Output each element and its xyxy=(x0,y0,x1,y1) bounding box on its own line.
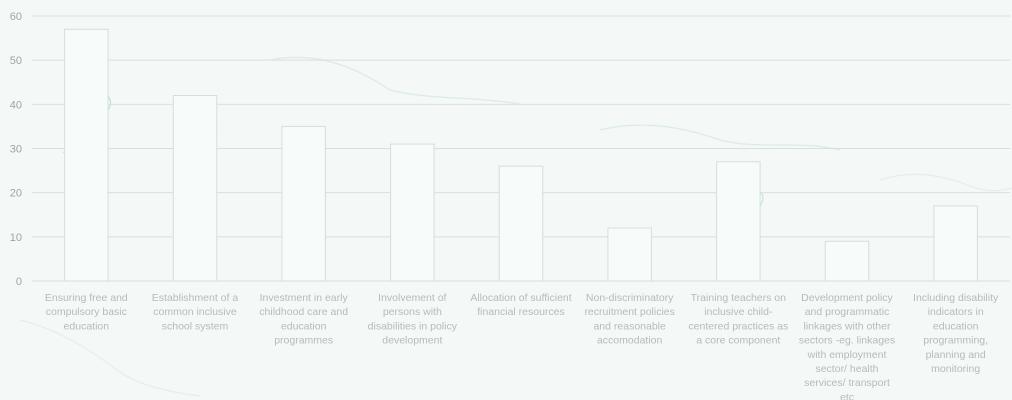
x-category-label-line: recruitment policies xyxy=(584,306,674,318)
map-coastline-5 xyxy=(269,56,521,105)
x-category-label-line: education xyxy=(933,320,979,332)
x-category-label: Investment in early childhood care and edu… xyxy=(259,292,348,347)
x-category-label: Training teachers on inclusive child-cent… xyxy=(688,292,788,347)
x-category-label-line: planning and xyxy=(926,349,986,361)
x-category-label-line: Including disability xyxy=(913,292,999,304)
x-axis-labels: Ensuring free and compulsory basic educati… xyxy=(45,292,999,400)
y-tick-label: 30 xyxy=(10,144,22,156)
x-category-label-line: sector/ health xyxy=(815,363,878,375)
bar xyxy=(933,205,978,282)
x-category-label-line: indicators in xyxy=(928,306,984,318)
x-category-label-line: Non-discriminatory xyxy=(586,292,674,304)
bar xyxy=(498,165,544,282)
x-category-label-line: programming, xyxy=(923,335,988,347)
x-category-label-line: a core component xyxy=(696,335,780,347)
bar xyxy=(716,161,761,282)
map-coastline-6 xyxy=(599,124,841,151)
x-category-label-line: monitoring xyxy=(931,363,980,375)
map-coastline-7 xyxy=(19,319,201,397)
x-category-label-line: with employment xyxy=(807,349,887,361)
x-category-label-line: services/ transport xyxy=(804,377,890,389)
x-category-label-line: etc xyxy=(840,391,854,400)
x-category-label-line: compulsory basic xyxy=(46,306,127,318)
bar xyxy=(281,125,326,282)
x-category-label-line: education xyxy=(64,320,110,332)
x-category-label-line: accomodation xyxy=(597,335,663,347)
y-tick-label: 20 xyxy=(10,188,22,200)
y-axis-ticks: 0 10 20 30 40 50 60 xyxy=(10,11,22,288)
x-category-label-line: development xyxy=(382,335,442,347)
x-category-label-line: childhood care and xyxy=(259,306,348,318)
x-category-label-line: Development policy xyxy=(801,292,893,304)
x-category-label: Development policy and programmatic linkag… xyxy=(799,292,895,400)
x-category-label-line: linkages with other xyxy=(804,320,891,332)
x-category-label-line: sectors -eg. linkages xyxy=(799,335,895,347)
x-category-label-line: financial resources xyxy=(477,306,565,318)
bar xyxy=(824,240,870,282)
y-tick-label: 40 xyxy=(10,99,22,111)
x-category-label-line: inclusive child- xyxy=(704,306,773,318)
x-category-label-line: Investment in early xyxy=(260,292,349,304)
bar xyxy=(607,227,652,282)
x-category-label-line: education xyxy=(281,320,327,332)
x-category-label-line: Establishment of a xyxy=(152,292,239,304)
bar xyxy=(64,28,109,282)
x-category-label: Involvement of persons with disabilities i… xyxy=(368,292,458,347)
y-tick-label: 50 xyxy=(10,55,22,67)
bars xyxy=(64,28,978,282)
bar xyxy=(390,143,435,282)
x-category-label-line: Involvement of xyxy=(378,292,446,304)
x-category-label-line: and programmatic xyxy=(805,306,890,318)
y-tick-label: 0 xyxy=(16,276,22,288)
x-category-label-line: disabilities in policy xyxy=(368,320,458,332)
x-category-label-line: Training teachers on xyxy=(691,292,786,304)
x-category-label: Including disability indicators in educati… xyxy=(913,292,999,375)
x-category-label-line: centered practices as xyxy=(688,320,788,332)
x-category-label-line: Allocation of sufficient xyxy=(470,292,571,304)
x-category-label-line: and reasonable xyxy=(593,320,666,332)
x-category-label-line: school system xyxy=(162,320,229,332)
x-category-label: Ensuring free and compulsory basic educati… xyxy=(45,292,128,332)
y-tick-label: 10 xyxy=(10,232,22,244)
bar xyxy=(172,95,218,282)
x-category-label: Allocation of sufficient financial resour… xyxy=(470,292,571,318)
x-category-label-line: programmes xyxy=(274,335,333,347)
x-category-label-line: common inclusive xyxy=(153,306,237,318)
map-coastline-8 xyxy=(879,173,1012,192)
y-tick-label: 60 xyxy=(10,11,22,23)
x-category-label-line: Ensuring free and xyxy=(45,292,128,304)
x-category-label-line: persons with xyxy=(383,306,442,318)
x-category-label: Non-discriminatory recruitment policies an… xyxy=(584,292,674,347)
x-category-label: Establishment of a common inclusive school… xyxy=(152,292,239,332)
